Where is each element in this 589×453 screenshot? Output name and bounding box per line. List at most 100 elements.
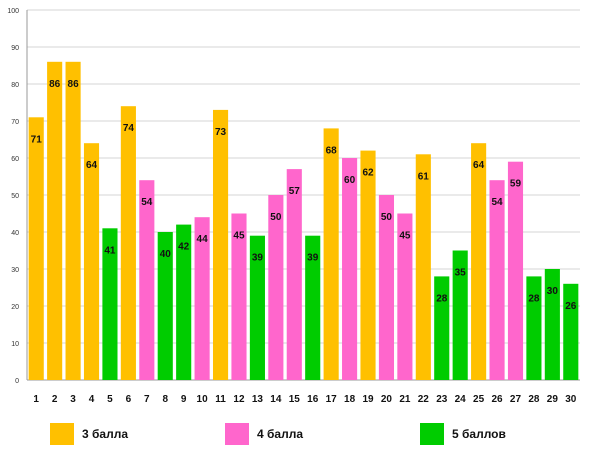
data-label: 74	[123, 123, 135, 134]
data-label: 41	[104, 245, 116, 256]
bar-28	[526, 276, 542, 380]
bar-17	[323, 128, 339, 380]
data-label: 40	[160, 249, 172, 260]
y-tick-label: 60	[11, 156, 19, 163]
bar-19	[360, 150, 376, 380]
bar-4	[83, 143, 100, 380]
y-tick-label: 0	[15, 378, 19, 385]
y-tick-label: 70	[11, 119, 19, 126]
legend-item-3-balla: 3 балла	[50, 422, 128, 446]
x-tick-label: 3	[70, 394, 76, 405]
bar-chart: 0102030405060708090100711862863644415746…	[7, 8, 580, 405]
x-tick-label: 15	[289, 394, 301, 405]
data-label: 71	[31, 134, 43, 145]
x-tick-label: 23	[436, 394, 448, 405]
x-tick-label: 7	[144, 394, 150, 405]
data-label: 86	[49, 79, 61, 90]
legend-swatch-4-balla	[225, 423, 249, 445]
x-tick-label: 24	[455, 394, 467, 405]
data-label: 42	[178, 242, 190, 253]
y-tick-label: 100	[7, 8, 19, 15]
bar-20	[378, 195, 395, 380]
x-tick-label: 14	[270, 394, 282, 405]
data-label: 28	[528, 293, 540, 304]
x-tick-label: 19	[362, 394, 374, 405]
data-label: 61	[418, 171, 430, 182]
bar-25	[471, 143, 487, 380]
data-label: 59	[510, 179, 522, 190]
bar-15	[286, 169, 302, 380]
y-tick-label: 80	[11, 82, 19, 89]
data-label: 62	[362, 168, 374, 179]
bar-11	[212, 109, 229, 381]
data-label: 39	[252, 253, 264, 264]
legend: 3 балла 4 балла 5 баллов	[0, 422, 589, 450]
bar-5	[102, 228, 118, 380]
data-label: 28	[436, 293, 448, 304]
x-tick-label: 28	[528, 394, 540, 405]
data-label: 35	[455, 268, 467, 279]
x-tick-label: 22	[418, 394, 430, 405]
x-tick-label: 13	[252, 394, 264, 405]
data-label: 50	[270, 212, 282, 223]
legend-swatch-5-ballov	[420, 423, 444, 445]
x-tick-label: 18	[344, 394, 356, 405]
x-tick-label: 29	[547, 394, 559, 405]
legend-label-3-balla: 3 балла	[82, 427, 129, 441]
y-tick-label: 20	[11, 304, 19, 311]
x-tick-label: 1	[33, 394, 39, 405]
bar-21	[397, 213, 413, 380]
x-tick-label: 9	[181, 394, 187, 405]
x-tick-label: 4	[89, 394, 95, 405]
x-tick-label: 17	[326, 394, 338, 405]
y-tick-label: 50	[11, 193, 19, 200]
bar-30	[563, 283, 579, 380]
bar-12	[231, 213, 247, 380]
bar-26	[489, 180, 505, 380]
legend-swatch-3-balla	[50, 423, 74, 445]
legend-item-5-ballov: 5 баллов	[420, 422, 506, 446]
legend-label-4-balla: 4 балла	[257, 427, 304, 441]
bar-9	[176, 224, 192, 380]
data-label: 44	[197, 234, 209, 245]
data-label: 26	[565, 301, 577, 312]
bar-29	[544, 269, 560, 380]
x-tick-label: 16	[307, 394, 319, 405]
x-tick-label: 27	[510, 394, 522, 405]
bar-6	[120, 106, 136, 380]
bar-13	[249, 235, 265, 380]
x-tick-label: 5	[107, 394, 113, 405]
x-tick-label: 8	[162, 394, 168, 405]
bar-14	[268, 195, 284, 380]
bar-8	[157, 232, 173, 380]
legend-label-5-ballov: 5 баллов	[452, 427, 506, 441]
x-tick-label: 21	[399, 394, 411, 405]
bar-27	[507, 161, 524, 380]
data-label: 30	[547, 286, 559, 297]
bar-1	[28, 117, 44, 381]
data-label: 60	[344, 175, 356, 186]
x-tick-label: 26	[491, 394, 503, 405]
x-tick-label: 11	[215, 394, 226, 405]
data-label: 54	[491, 197, 503, 208]
data-label: 57	[289, 186, 301, 197]
x-tick-label: 12	[233, 394, 245, 405]
x-tick-label: 25	[473, 394, 485, 405]
bar-24	[452, 250, 468, 380]
y-tick-label: 30	[11, 267, 19, 274]
bar-2	[47, 61, 63, 381]
bar-3	[65, 61, 81, 381]
data-label: 64	[473, 160, 485, 171]
x-tick-label: 20	[381, 394, 393, 405]
data-label: 68	[326, 145, 338, 156]
x-tick-label: 10	[197, 394, 209, 405]
data-label: 64	[86, 160, 98, 171]
bar-7	[139, 180, 155, 380]
y-tick-label: 40	[11, 230, 19, 237]
x-tick-label: 6	[126, 394, 132, 405]
x-tick-label: 2	[52, 394, 58, 405]
bar-10	[194, 217, 210, 380]
data-label: 54	[141, 197, 153, 208]
bar-16	[305, 235, 321, 380]
data-label: 86	[68, 79, 80, 90]
